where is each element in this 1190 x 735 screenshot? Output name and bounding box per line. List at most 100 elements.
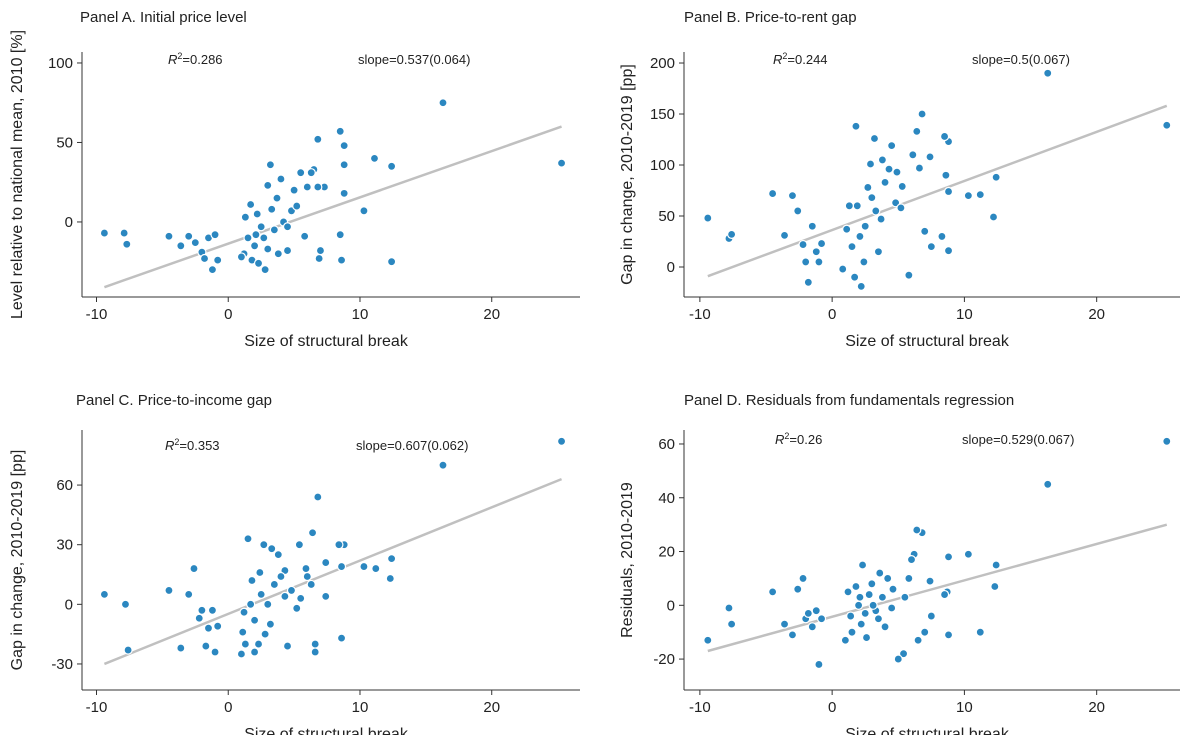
point xyxy=(255,567,265,578)
point xyxy=(273,550,283,560)
x-tick-label: -10 xyxy=(86,699,108,716)
point xyxy=(282,245,293,256)
point xyxy=(883,573,893,584)
point xyxy=(335,230,345,240)
y-tick-label: 0 xyxy=(65,596,73,613)
point xyxy=(184,231,194,241)
x-axis-label: Size of structural break xyxy=(845,333,1010,350)
y-tick-label: 0 xyxy=(667,597,675,614)
point xyxy=(811,247,821,257)
point xyxy=(259,540,269,550)
point xyxy=(122,239,132,249)
point xyxy=(236,649,247,659)
point xyxy=(253,258,264,268)
point xyxy=(301,563,311,574)
point xyxy=(877,155,888,165)
point xyxy=(811,606,821,616)
point xyxy=(296,593,306,603)
point xyxy=(243,233,253,243)
point xyxy=(1043,68,1053,78)
point xyxy=(314,253,324,264)
point xyxy=(926,242,936,252)
point xyxy=(302,571,312,582)
point xyxy=(943,186,954,197)
point xyxy=(914,163,925,173)
x-tick-label: 10 xyxy=(956,306,973,323)
point xyxy=(123,645,133,655)
point xyxy=(292,201,302,211)
point xyxy=(803,608,813,618)
point xyxy=(253,639,264,649)
x-tick-label: 20 xyxy=(1088,699,1105,716)
y-tick-label: 40 xyxy=(658,490,675,507)
point xyxy=(276,174,286,184)
point xyxy=(897,181,907,192)
point xyxy=(913,635,923,645)
point xyxy=(260,629,270,639)
point xyxy=(267,204,277,214)
point xyxy=(213,621,223,631)
x-tick-label: -10 xyxy=(689,699,711,716)
point xyxy=(1043,479,1053,489)
point xyxy=(798,573,808,584)
point xyxy=(203,623,214,633)
point xyxy=(336,255,347,265)
r-squared-symbol: R xyxy=(165,438,174,453)
r-squared-symbol: R xyxy=(773,52,782,67)
point xyxy=(867,193,877,203)
point xyxy=(310,639,320,649)
y-axis-label: Gap in change, 2010-2019 [pp] xyxy=(619,64,636,285)
y-axis-label: Gap in change, 2010-2019 [pp] xyxy=(9,450,26,671)
point xyxy=(803,277,813,287)
point xyxy=(321,557,331,568)
point xyxy=(249,647,260,657)
point xyxy=(779,619,790,629)
point xyxy=(906,554,917,565)
point xyxy=(865,159,876,169)
y-tick-label: 150 xyxy=(650,106,675,123)
point xyxy=(703,635,713,645)
point xyxy=(869,133,880,144)
point xyxy=(256,222,266,232)
point xyxy=(387,161,397,171)
point xyxy=(787,630,798,640)
point xyxy=(941,170,951,180)
point xyxy=(844,201,854,211)
point xyxy=(120,599,131,609)
point xyxy=(359,206,369,216)
x-tick-label: 20 xyxy=(483,699,500,716)
point xyxy=(247,575,257,586)
point xyxy=(937,231,947,242)
point xyxy=(880,622,890,632)
point xyxy=(908,150,918,160)
point xyxy=(867,579,877,589)
point xyxy=(840,635,850,645)
y-axis-label: Residuals, 2010-2019 xyxy=(619,482,636,638)
point xyxy=(887,603,897,613)
r-squared-symbol: R xyxy=(168,52,177,67)
point xyxy=(556,158,567,168)
point xyxy=(336,633,347,643)
panel-title: Panel B. Price-to-rent gap xyxy=(684,9,857,26)
slope: slope=0.607(0.062) xyxy=(356,438,468,453)
point xyxy=(975,627,985,637)
x-tick-label: 20 xyxy=(483,306,500,323)
point xyxy=(943,246,954,256)
r-squared-value: =0.244 xyxy=(787,52,827,67)
point xyxy=(246,199,256,210)
point xyxy=(296,168,306,178)
point xyxy=(259,233,269,243)
point xyxy=(556,436,567,446)
point xyxy=(846,611,856,621)
point xyxy=(798,239,808,250)
y-tick-label: -30 xyxy=(51,656,73,673)
point xyxy=(339,188,349,198)
point xyxy=(263,180,273,190)
point xyxy=(321,591,331,601)
point xyxy=(816,238,827,249)
point xyxy=(313,492,323,502)
point xyxy=(315,245,326,256)
panel: Panel A. Initial price level -10 0 10 20 0 50 1… xyxy=(9,9,580,350)
y-tick-label: 60 xyxy=(56,477,73,494)
r-squared: R2=0.244 xyxy=(773,51,828,67)
